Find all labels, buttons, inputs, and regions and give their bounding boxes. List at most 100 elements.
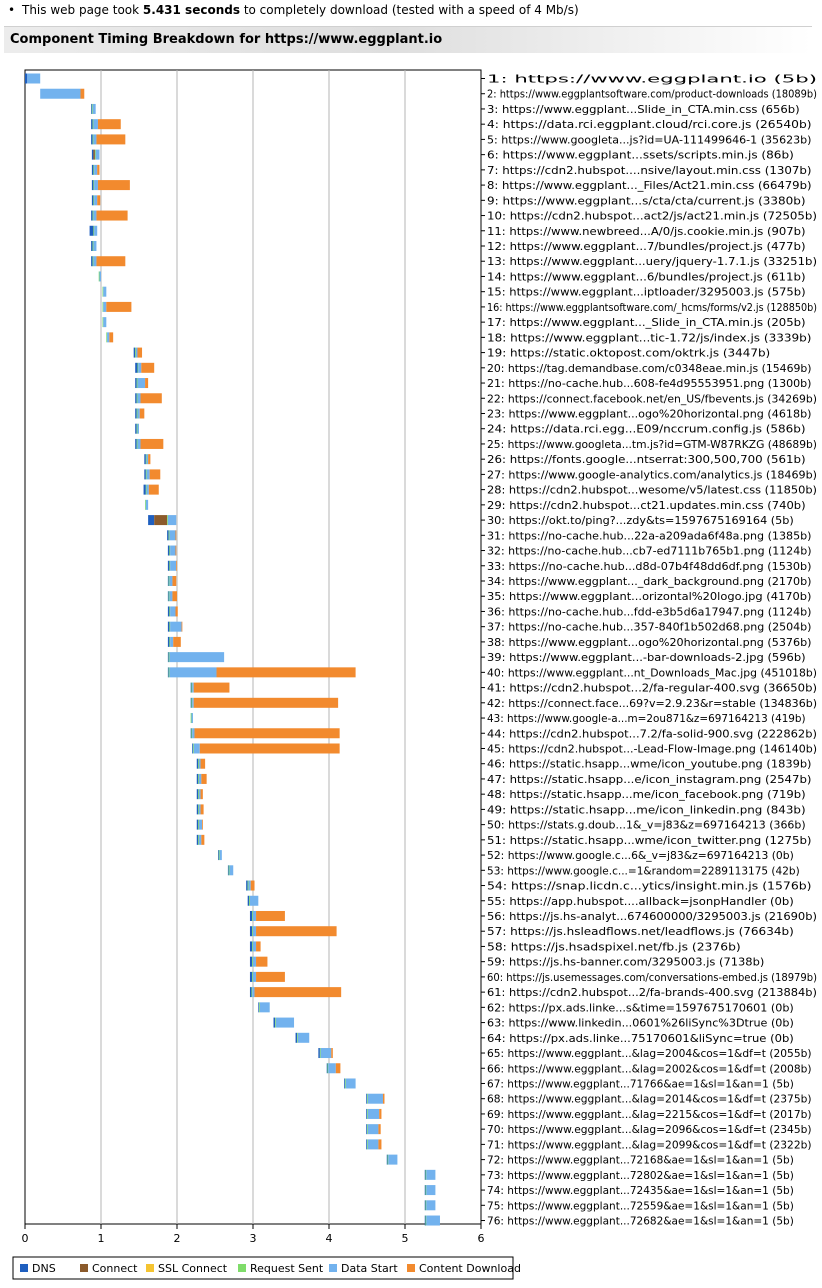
bar-segment-data-start: [275, 1017, 295, 1028]
legend-swatch: [146, 1264, 154, 1272]
resource-label: 20: https://tag.demandbase.com/c0348eae.…: [487, 364, 812, 375]
resource-label: 73: https://www.eggplant...72802&ae=1&sl…: [487, 1171, 794, 1182]
bar-segment-content-download: [250, 880, 255, 891]
resource-label: 17: https://www.eggplant..._Slide_in_CTA…: [487, 318, 806, 329]
resource-label: 52: https://www.google.c...6&_v=j83&z=69…: [487, 851, 794, 862]
bar-segment-content-download: [256, 926, 337, 937]
resource-label: 62: https://px.ads.linke...s&time=159767…: [487, 1003, 794, 1014]
bar-segment-dns: [192, 743, 193, 754]
resource-label: 43: https://www.google-a...m=2ou871&z=69…: [487, 714, 806, 725]
legend-label: SSL Connect: [158, 1262, 228, 1275]
bar-segment-data-start: [219, 850, 222, 861]
bar-segment-data-start: [426, 1185, 436, 1196]
bar-segment-dns: [218, 850, 219, 861]
bar-segment-data-start: [137, 378, 146, 389]
bar-segment-request-sent: [169, 636, 171, 647]
bar-segment-request-sent: [169, 560, 171, 571]
bar-segment-data-start: [93, 256, 97, 267]
resource-label: 10: https://cdn2.hubspot...act2/js/act21…: [487, 212, 817, 223]
resource-label: 23: https://www.eggplant...ogo%20horizon…: [487, 409, 812, 420]
bar-segment-data-start: [137, 423, 139, 434]
bar-segment-dns: [135, 378, 137, 389]
bar-segment-request-sent: [98, 271, 100, 282]
bar-segment-dns: [246, 880, 248, 891]
bar-segment-request-sent: [169, 545, 171, 556]
bar-segment-request-sent: [198, 834, 200, 845]
section-header: Component Timing Breakdown for https://w…: [4, 26, 812, 53]
bar-segment-data-start: [94, 195, 98, 206]
legend-label: DNS: [32, 1262, 56, 1275]
bar-segment-request-sent: [252, 956, 254, 967]
bar-segment-request-sent: [135, 347, 136, 358]
bar-segment-dns: [424, 1169, 426, 1180]
resource-label: 42: https://connect.face...69?v=2.9.23&r…: [487, 699, 817, 710]
resource-label: 39: https://www.eggplant...-bar-download…: [487, 653, 806, 664]
bar-segment-data-start: [253, 941, 257, 952]
bar-segment-dns: [249, 971, 253, 982]
resource-label: 59: https://js.hs-banner.com/3295003.js …: [487, 958, 764, 969]
x-tick-label: 4: [326, 1232, 333, 1245]
bar-segment-content-download: [97, 195, 101, 206]
bar-segment-dns: [424, 1215, 426, 1226]
bar-segment-content-download: [109, 332, 114, 343]
bar-segment-content-download: [331, 1048, 333, 1059]
resource-label: 12: https://www.eggplant...7/bundles/pro…: [487, 242, 806, 253]
bar-segment-dns: [167, 606, 170, 617]
bar-segment-dns: [366, 1093, 368, 1104]
bar-segment-request-sent: [168, 530, 170, 541]
bar-segment-content-download: [97, 164, 100, 175]
resource-label: 2: https://www.eggplantsoftware.com/prod…: [487, 90, 817, 101]
resource-label: 27: https://www.google-analytics.com/ana…: [487, 470, 817, 481]
bar-segment-data-start: [193, 743, 200, 754]
bar-segment-data-start: [93, 210, 97, 221]
resource-label: 38: https://www.eggplant...ogo%20horizon…: [487, 638, 812, 649]
bar-segment-request-sent: [192, 743, 194, 754]
bar-segment-request-sent: [93, 195, 95, 206]
bar-segment-dns: [25, 73, 28, 84]
bar-segment-request-sent: [198, 758, 200, 769]
bar-segment-request-sent: [136, 408, 138, 419]
bar-segment-request-sent: [425, 1215, 427, 1226]
resource-label: 34: https://www.eggplant..._dark_backgro…: [487, 577, 812, 588]
resource-label: 56: https://js.hs-analyt...674600000/329…: [487, 912, 817, 923]
bar-segment-data-start: [170, 636, 174, 647]
bar-segment-data-start: [40, 88, 81, 99]
bar-segment-request-sent: [168, 575, 170, 586]
bar-segment-data-start: [426, 1200, 436, 1211]
bar-segment-data-start: [426, 1215, 440, 1226]
bar-segment-dns: [91, 119, 93, 130]
bullet: •: [8, 3, 16, 17]
bar-segment-dns: [249, 910, 253, 921]
bar-segment-dns: [135, 423, 137, 434]
bar-segment-dns: [148, 515, 155, 526]
bar-segment-request-sent: [92, 210, 94, 221]
bar-segment-content-download: [256, 910, 285, 921]
bar-segment-request-sent: [145, 499, 146, 510]
bar-segment-dns: [196, 773, 199, 784]
resource-label: 15: https://www.eggplant...iptloader/329…: [487, 288, 806, 299]
bar-segment-content-download: [172, 575, 177, 586]
resource-label: 51: https://static.hsapp...wme/icon_twit…: [487, 836, 812, 847]
bar-segment-data-start: [103, 317, 107, 328]
bar-segment-request-sent: [168, 591, 170, 602]
bar-segment-dns: [144, 454, 146, 465]
bar-segment-request-sent: [168, 667, 170, 678]
x-tick-label: 2: [174, 1232, 181, 1245]
x-tick-label: 6: [478, 1232, 485, 1245]
bar-segment-request-sent: [259, 1002, 260, 1013]
bar-segment-request-sent: [252, 910, 254, 921]
bar-segment-request-sent: [198, 789, 200, 800]
bar-segment-content-download: [140, 393, 162, 404]
resource-label: 33: https://no-cache.hub...d8d-07b4f48dd…: [487, 562, 812, 573]
bar-segment-dns: [249, 926, 253, 937]
bar-segment-content-download: [181, 621, 183, 632]
bar-segment-dns: [366, 1139, 368, 1150]
resource-label: 48: https://static.hsapp...me/icon_faceb…: [487, 790, 806, 801]
resource-label: 46: https://static.hsapp...wme/icon_yout…: [487, 760, 812, 771]
legend-label: Connect: [92, 1262, 138, 1275]
bar-segment-request-sent: [92, 134, 94, 145]
bar-segment-dns: [167, 652, 169, 663]
bar-segment-dns: [167, 575, 169, 586]
resource-label: 54: https://snap.licdn.c...ytics/insight…: [487, 882, 812, 893]
bar-segment-data-start: [253, 956, 257, 967]
